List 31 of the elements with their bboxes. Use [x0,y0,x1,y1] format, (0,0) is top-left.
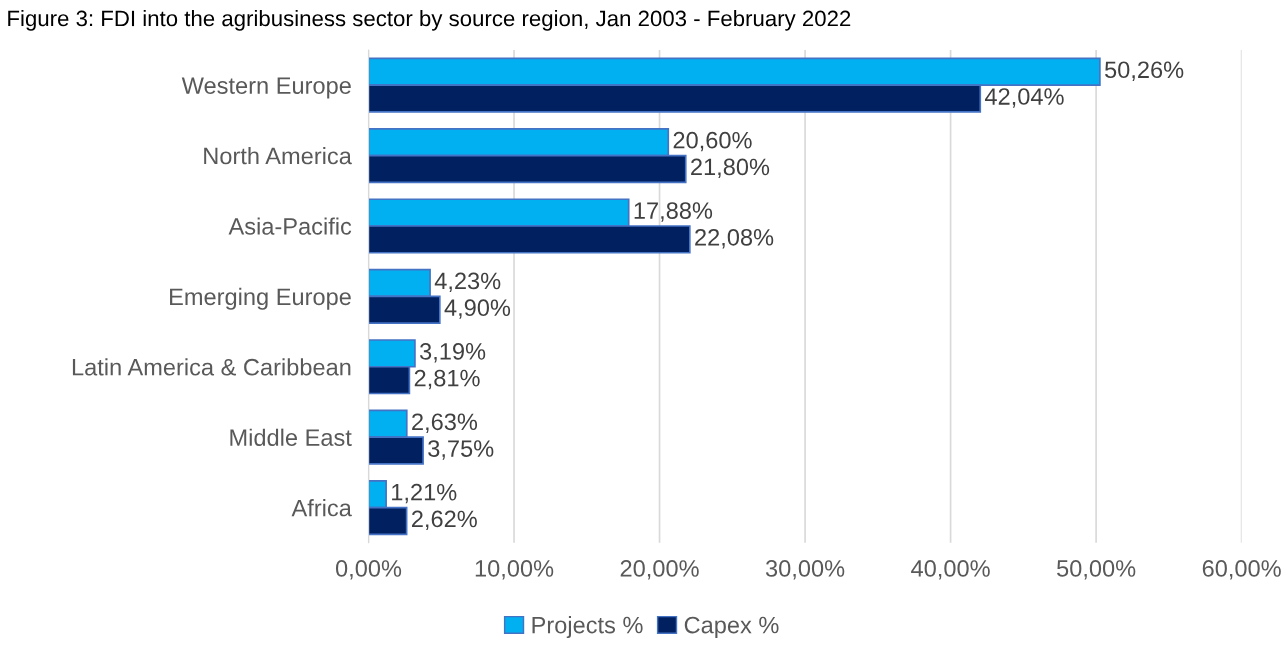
data-label: 21,80% [691,158,770,179]
data-label: 3,75% [428,440,494,460]
y-tick-label: Western Europe [181,77,351,99]
x-tick-label: 0,00% [335,560,402,580]
data-label: 4,23% [434,272,501,293]
x-tick-label: 10,00% [475,560,554,580]
legend-label: Capex % [684,616,779,639]
y-tick-label: Latin America & Caribbean [72,358,351,376]
x-tick-label: 40,00% [911,560,990,580]
x-tick-label: 30,00% [765,560,845,580]
x-tick-label: 20,00% [620,560,699,580]
data-label: 22,08% [695,228,774,249]
data-label: 17,88% [634,202,713,222]
x-tick-label: 50,00% [1057,560,1136,580]
legend-label: Projects % [532,616,643,639]
x-tick-label: 60,00% [1202,560,1281,580]
data-label: 2,81% [414,369,480,390]
y-tick-label: Emerging Europe [170,287,351,310]
data-label: 3,19% [420,343,486,363]
y-tick-label: Africa [291,499,352,517]
y-tick-label: Middle East [230,428,352,446]
y-tick-label: North America [204,147,352,165]
y-tick-label: Asia-Pacific [228,217,352,235]
data-label: 50,26% [1105,61,1184,81]
data-label: 2,62% [411,510,477,531]
data-label: 2,63% [412,413,478,433]
data-label: 1,21% [392,483,457,504]
data-label: 4,90% [444,299,511,319]
data-label: 42,04% [984,88,1064,108]
data-label: 20,60% [673,131,752,152]
chart-title: Figure 3: FDI into the agribusiness sector by source region, Jan 2003 - February 2022 [8,9,851,31]
